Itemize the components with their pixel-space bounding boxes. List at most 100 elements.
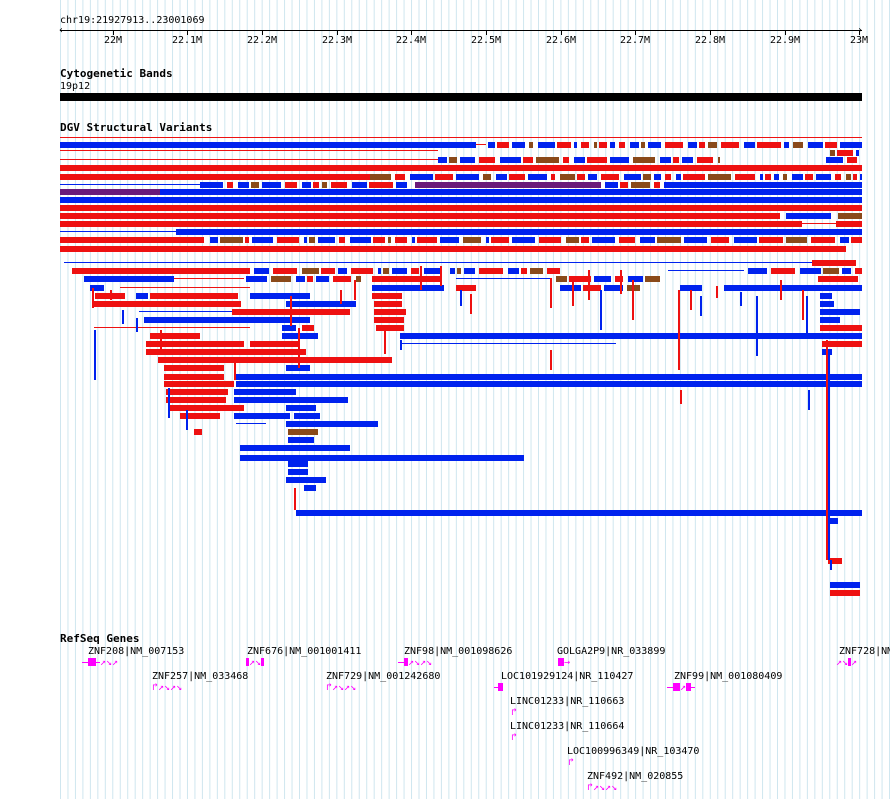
variant-bar[interactable] bbox=[683, 174, 705, 180]
variant-bar[interactable] bbox=[826, 340, 828, 560]
variant-bar[interactable] bbox=[835, 174, 841, 180]
variant-bar[interactable] bbox=[136, 293, 148, 299]
variant-bar[interactable] bbox=[200, 182, 223, 188]
variant-bar[interactable] bbox=[660, 157, 671, 163]
variant-bar[interactable] bbox=[321, 268, 335, 274]
variant-bar[interactable] bbox=[528, 174, 547, 180]
variant-bar[interactable] bbox=[378, 268, 381, 274]
variant-bar[interactable] bbox=[250, 293, 310, 299]
variant-bar[interactable] bbox=[316, 276, 329, 282]
variant-bar[interactable] bbox=[572, 282, 574, 306]
variant-bar[interactable] bbox=[351, 268, 373, 274]
variant-bar[interactable] bbox=[825, 142, 837, 148]
variant-bar[interactable] bbox=[610, 157, 629, 163]
variant-bar[interactable] bbox=[483, 174, 491, 180]
variant-bar[interactable] bbox=[277, 237, 299, 243]
variant-bar[interactable] bbox=[628, 276, 643, 282]
variant-bar[interactable] bbox=[168, 405, 244, 411]
variant-bar[interactable] bbox=[285, 182, 297, 188]
variant-bar[interactable] bbox=[206, 229, 862, 235]
variant-bar[interactable] bbox=[633, 157, 655, 163]
variant-bar[interactable] bbox=[92, 288, 94, 308]
variant-bar[interactable] bbox=[539, 237, 561, 243]
variant-bar[interactable] bbox=[456, 278, 552, 279]
variant-bar[interactable] bbox=[186, 410, 188, 430]
variant-bar[interactable] bbox=[711, 237, 729, 243]
variant-bar[interactable] bbox=[450, 268, 455, 274]
gene-label[interactable]: LINC01233|NR_110664 bbox=[510, 721, 625, 732]
variant-bar[interactable] bbox=[352, 182, 367, 188]
gene-feature[interactable]: ↗↘↗ bbox=[82, 658, 118, 668]
variant-bar[interactable] bbox=[94, 327, 250, 328]
variant-bar[interactable] bbox=[60, 142, 476, 148]
variant-bar[interactable] bbox=[648, 142, 661, 148]
variant-bar[interactable] bbox=[557, 142, 571, 148]
variant-bar[interactable] bbox=[816, 174, 831, 180]
variant-bar[interactable] bbox=[840, 237, 849, 243]
variant-bar[interactable] bbox=[122, 310, 124, 324]
variant-bar[interactable] bbox=[632, 280, 634, 320]
variant-bar[interactable] bbox=[298, 328, 300, 368]
variant-bar[interactable] bbox=[331, 182, 347, 188]
variant-bar[interactable] bbox=[288, 429, 318, 435]
variant-bar[interactable] bbox=[486, 237, 489, 243]
variant-bar[interactable] bbox=[354, 280, 356, 300]
variant-bar[interactable] bbox=[339, 237, 345, 243]
gene-feature[interactable]: ↗ bbox=[667, 683, 696, 693]
variant-bar[interactable] bbox=[286, 405, 316, 411]
variant-bar[interactable] bbox=[828, 518, 838, 524]
variant-bar[interactable] bbox=[435, 174, 453, 180]
variant-bar[interactable] bbox=[60, 184, 200, 185]
variant-bar[interactable] bbox=[262, 182, 281, 188]
variant-bar[interactable] bbox=[166, 397, 226, 403]
variant-bar[interactable] bbox=[60, 174, 380, 180]
variant-bar[interactable] bbox=[400, 333, 862, 339]
variant-bar[interactable] bbox=[318, 237, 335, 243]
variant-bar[interactable] bbox=[234, 397, 348, 403]
variant-bar[interactable] bbox=[724, 285, 862, 291]
variant-bar[interactable] bbox=[592, 237, 615, 243]
variant-bar[interactable] bbox=[60, 205, 862, 211]
variant-bar[interactable] bbox=[64, 262, 812, 263]
variant-bar[interactable] bbox=[680, 390, 682, 404]
variant-bar[interactable] bbox=[376, 325, 404, 331]
variant-bar[interactable] bbox=[273, 268, 297, 274]
variant-bar[interactable] bbox=[164, 365, 224, 371]
variant-bar[interactable] bbox=[60, 165, 862, 171]
variant-bar[interactable] bbox=[823, 268, 839, 274]
variant-bar[interactable] bbox=[470, 294, 472, 314]
variant-bar[interactable] bbox=[748, 268, 767, 274]
variant-bar[interactable] bbox=[464, 268, 475, 274]
variant-bar[interactable] bbox=[400, 343, 616, 344]
variant-bar[interactable] bbox=[234, 360, 236, 380]
variant-bar[interactable] bbox=[392, 268, 407, 274]
variant-bar[interactable] bbox=[599, 142, 607, 148]
gene-label[interactable]: LINC01233|NR_110663 bbox=[510, 696, 625, 707]
variant-bar[interactable] bbox=[615, 276, 623, 282]
variant-bar[interactable] bbox=[771, 268, 795, 274]
variant-bar[interactable] bbox=[680, 285, 702, 291]
variant-bar[interactable] bbox=[374, 309, 406, 315]
gene-feature[interactable]: ↗↘ bbox=[246, 658, 265, 668]
variant-bar[interactable] bbox=[851, 237, 862, 243]
variant-bar[interactable] bbox=[456, 285, 476, 291]
variant-bar[interactable] bbox=[588, 174, 597, 180]
variant-bar[interactable] bbox=[396, 182, 407, 188]
variant-bar[interactable] bbox=[84, 276, 174, 282]
variant-bar[interactable] bbox=[158, 357, 392, 363]
variant-bar[interactable] bbox=[855, 268, 862, 274]
gene-feature[interactable]: ↗↘↗↘ bbox=[398, 658, 432, 668]
variant-bar[interactable] bbox=[120, 287, 250, 288]
variant-bar[interactable] bbox=[830, 560, 832, 570]
variant-bar[interactable] bbox=[774, 174, 779, 180]
variant-bar[interactable] bbox=[350, 237, 371, 243]
variant-bar[interactable] bbox=[250, 341, 300, 347]
variant-bar[interactable] bbox=[286, 477, 326, 483]
variant-bar[interactable] bbox=[846, 174, 851, 180]
variant-bar[interactable] bbox=[400, 340, 402, 350]
gene-feature[interactable]: ↱ bbox=[511, 732, 518, 743]
variant-bar[interactable] bbox=[708, 142, 717, 148]
variant-bar[interactable] bbox=[780, 280, 782, 300]
variant-bar[interactable] bbox=[370, 174, 391, 180]
gene-label[interactable]: LOC100996349|NR_103470 bbox=[567, 746, 700, 757]
